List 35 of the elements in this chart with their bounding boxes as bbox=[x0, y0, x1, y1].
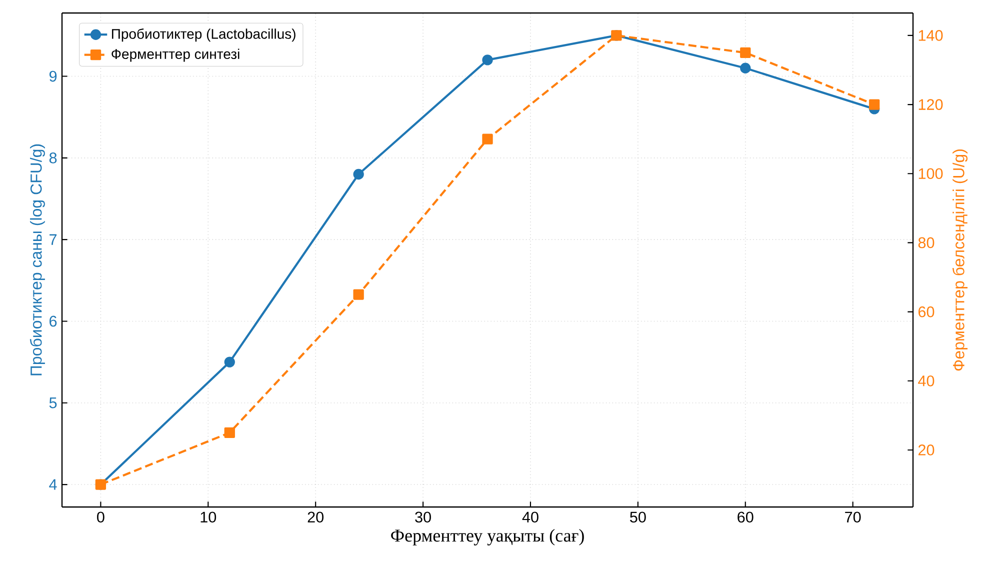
x-axis-title: Ферменттеу уақыты (сағ) bbox=[391, 529, 584, 546]
point bbox=[353, 289, 364, 300]
x-tick-label: 10 bbox=[200, 512, 216, 523]
y-tick-label: 9 bbox=[49, 70, 57, 82]
x-tick-label: 0 bbox=[97, 512, 104, 523]
y2-tick-label: 120 bbox=[918, 99, 943, 110]
point bbox=[482, 134, 493, 144]
x-tick-label: 50 bbox=[630, 512, 646, 523]
y-tick-label: 4 bbox=[49, 479, 57, 490]
point bbox=[224, 356, 235, 368]
legend-label: Ферменттер синтезі bbox=[112, 48, 240, 62]
x-tick-label: 70 bbox=[845, 512, 861, 523]
y-tick-label: 6 bbox=[50, 316, 57, 327]
point bbox=[224, 427, 235, 438]
x-tick-label: 30 bbox=[415, 512, 431, 523]
point bbox=[868, 99, 880, 110]
y-tick-label: 8 bbox=[49, 152, 57, 164]
point bbox=[740, 47, 751, 58]
x-tick-label: 40 bbox=[522, 512, 538, 523]
y2-tick-label: 20 bbox=[918, 444, 934, 456]
x-tick-label: 20 bbox=[308, 512, 324, 523]
y-tick-label: 5 bbox=[49, 398, 57, 408]
y2-tick-label: 80 bbox=[918, 237, 934, 248]
y2-tick-label: 60 bbox=[918, 306, 934, 318]
legend-label: Пробиотиктер (Lactobacillus) bbox=[112, 28, 296, 42]
point bbox=[482, 54, 493, 66]
y2-tick-label: 140 bbox=[918, 30, 943, 41]
point bbox=[740, 62, 751, 74]
y2-axis-title: Ферменттер белсенділігі (U/g) bbox=[952, 150, 968, 371]
y-axis-title: Пробиотиктер саны (log CFU/g) bbox=[30, 144, 45, 376]
y-tick-label: 7 bbox=[50, 234, 57, 245]
point bbox=[353, 168, 364, 180]
y2-tick-label: 100 bbox=[918, 168, 943, 180]
y2-tick-label: 40 bbox=[918, 375, 934, 386]
x-tick-label: 60 bbox=[738, 512, 754, 523]
